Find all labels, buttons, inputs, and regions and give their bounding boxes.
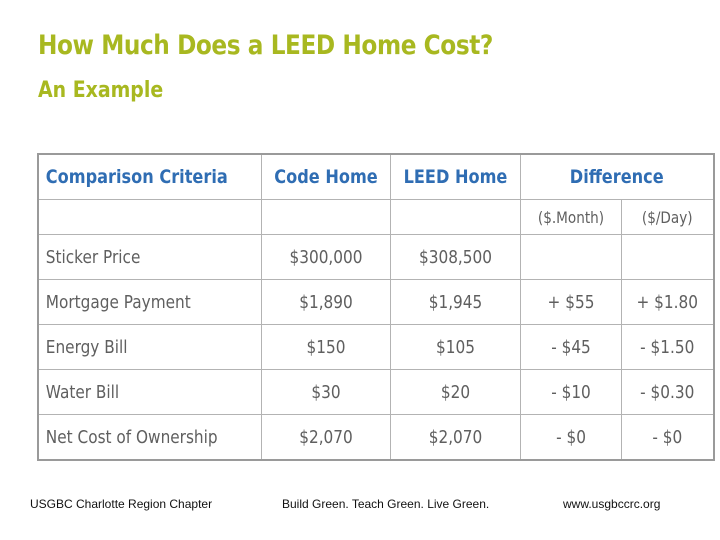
row-day-diff: - $0 — [621, 414, 715, 461]
row-day-diff: + $1.80 — [621, 279, 715, 325]
page-title: How Much Does a LEED Home Cost? — [38, 30, 493, 61]
subheader-empty-code — [261, 199, 392, 235]
row-month-diff: - $0 — [520, 414, 623, 461]
subheader-empty-leed — [390, 199, 522, 235]
table-row: Energy Bill $150 $105 - $45 - $1.50 — [37, 324, 715, 370]
row-code-value: $30 — [261, 369, 392, 415]
header-leed-home: LEED Home — [390, 153, 522, 200]
page-subtitle: An Example — [38, 78, 164, 103]
row-code-value: $300,000 — [261, 234, 392, 280]
subheader-empty-criteria — [37, 199, 263, 235]
row-month-diff: - $45 — [520, 324, 623, 370]
row-criteria: Energy Bill — [37, 324, 263, 370]
footer-slogan: Build Green. Teach Green. Live Green. — [282, 497, 490, 511]
row-month-diff: + $55 — [520, 279, 623, 325]
header-difference: Difference — [520, 153, 715, 200]
row-month-diff: - $10 — [520, 369, 623, 415]
table-row: Mortgage Payment $1,890 $1,945 + $55 + $… — [37, 279, 715, 325]
row-leed-value: $1,945 — [390, 279, 522, 325]
row-day-diff: - $1.50 — [621, 324, 715, 370]
subheader-per-month: ($.Month) — [520, 199, 623, 235]
table-row: Sticker Price $300,000 $308,500 — [37, 234, 715, 280]
header-code-home: Code Home — [261, 153, 392, 200]
row-code-value: $150 — [261, 324, 392, 370]
row-code-value: $2,070 — [261, 414, 392, 461]
table-subheader-row: ($.Month) ($/Day) — [37, 199, 715, 235]
row-leed-value: $2,070 — [390, 414, 522, 461]
table-row: Net Cost of Ownership $2,070 $2,070 - $0… — [37, 414, 715, 461]
row-criteria: Sticker Price — [37, 234, 263, 280]
row-criteria: Water Bill — [37, 369, 263, 415]
cost-comparison-table: Comparison Criteria Code Home LEED Home … — [37, 153, 715, 461]
footer-chapter-name: USGBC Charlotte Region Chapter — [30, 497, 213, 511]
row-day-diff: - $0.30 — [621, 369, 715, 415]
table-row: Water Bill $30 $20 - $10 - $0.30 — [37, 369, 715, 415]
row-criteria: Mortgage Payment — [37, 279, 263, 325]
footer-website-link[interactable]: www.usgbccrc.org — [563, 497, 661, 511]
table-header-row: Comparison Criteria Code Home LEED Home … — [37, 153, 715, 200]
header-criteria: Comparison Criteria — [37, 153, 263, 200]
row-code-value: $1,890 — [261, 279, 392, 325]
row-leed-value: $20 — [390, 369, 522, 415]
row-month-diff — [520, 234, 623, 280]
row-leed-value: $308,500 — [390, 234, 522, 280]
row-criteria: Net Cost of Ownership — [37, 414, 263, 461]
row-day-diff — [621, 234, 715, 280]
subheader-per-day: ($/Day) — [621, 199, 715, 235]
row-leed-value: $105 — [390, 324, 522, 370]
